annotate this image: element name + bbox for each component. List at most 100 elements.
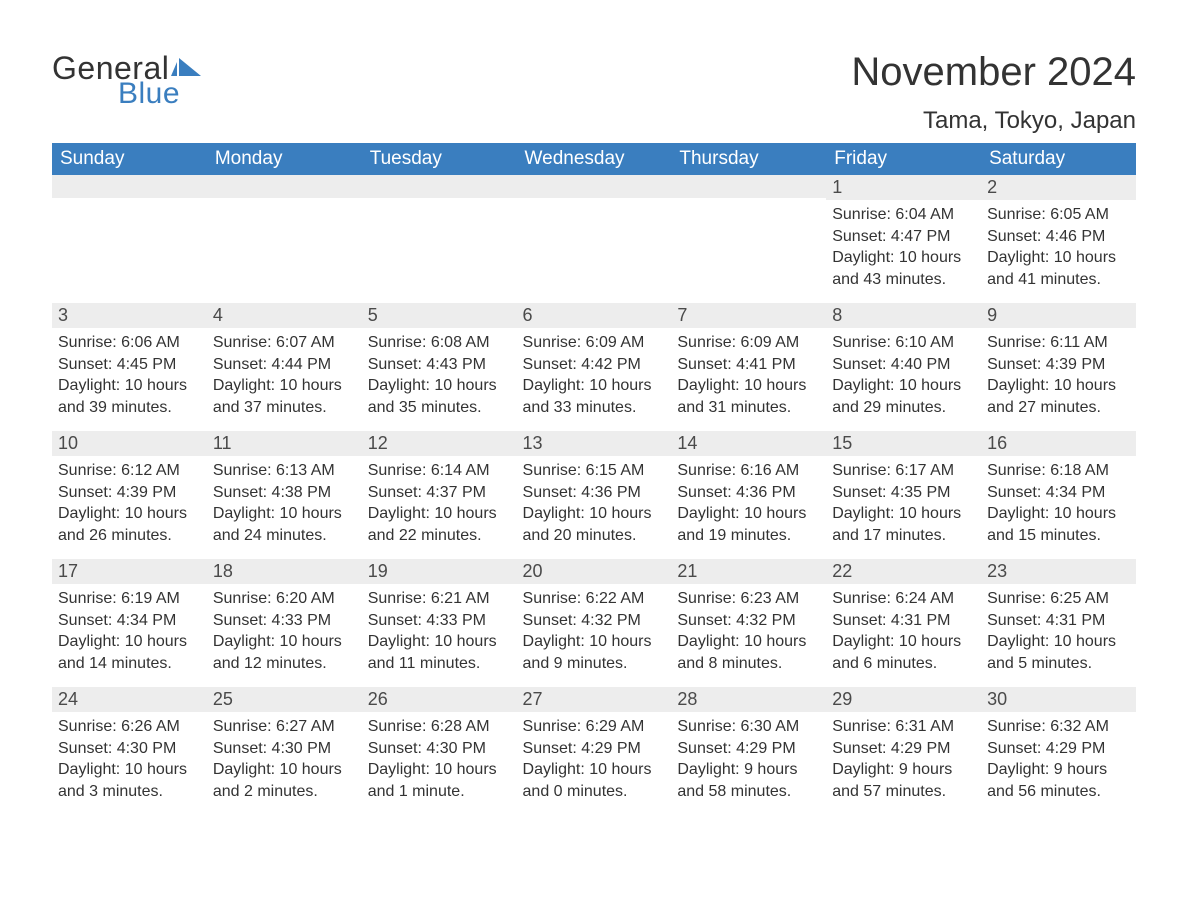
day-content: Sunrise: 6:11 AMSunset: 4:39 PMDaylight:… bbox=[981, 328, 1136, 424]
sunset-text: Sunset: 4:34 PM bbox=[58, 610, 201, 632]
day-number: 23 bbox=[981, 559, 1136, 584]
sunrise-text: Sunrise: 6:14 AM bbox=[368, 460, 511, 482]
sunset-text: Sunset: 4:29 PM bbox=[523, 738, 666, 760]
daylight-text: Daylight: 10 hours and 22 minutes. bbox=[368, 503, 511, 546]
daylight-text: Daylight: 10 hours and 12 minutes. bbox=[213, 631, 356, 674]
day-number: 26 bbox=[362, 687, 517, 712]
day-content: Sunrise: 6:27 AMSunset: 4:30 PMDaylight:… bbox=[207, 712, 362, 808]
sunrise-text: Sunrise: 6:22 AM bbox=[523, 588, 666, 610]
weekday-header: Tuesday bbox=[362, 143, 517, 175]
calendar-cell bbox=[362, 175, 517, 303]
sunset-text: Sunset: 4:38 PM bbox=[213, 482, 356, 504]
calendar-week-row: 1Sunrise: 6:04 AMSunset: 4:47 PMDaylight… bbox=[52, 175, 1136, 303]
day-content: Sunrise: 6:15 AMSunset: 4:36 PMDaylight:… bbox=[517, 456, 672, 552]
calendar-cell: 6Sunrise: 6:09 AMSunset: 4:42 PMDaylight… bbox=[517, 303, 672, 431]
day-content: Sunrise: 6:32 AMSunset: 4:29 PMDaylight:… bbox=[981, 712, 1136, 808]
calendar-week-row: 3Sunrise: 6:06 AMSunset: 4:45 PMDaylight… bbox=[52, 303, 1136, 431]
day-number: 16 bbox=[981, 431, 1136, 456]
empty-day-bar bbox=[207, 175, 362, 198]
day-number: 27 bbox=[517, 687, 672, 712]
sunrise-text: Sunrise: 6:06 AM bbox=[58, 332, 201, 354]
day-content: Sunrise: 6:29 AMSunset: 4:29 PMDaylight:… bbox=[517, 712, 672, 808]
day-content: Sunrise: 6:09 AMSunset: 4:41 PMDaylight:… bbox=[671, 328, 826, 424]
sunrise-text: Sunrise: 6:11 AM bbox=[987, 332, 1130, 354]
day-content: Sunrise: 6:14 AMSunset: 4:37 PMDaylight:… bbox=[362, 456, 517, 552]
daylight-text: Daylight: 10 hours and 43 minutes. bbox=[832, 247, 975, 290]
day-content: Sunrise: 6:07 AMSunset: 4:44 PMDaylight:… bbox=[207, 328, 362, 424]
daylight-text: Daylight: 10 hours and 26 minutes. bbox=[58, 503, 201, 546]
day-number: 17 bbox=[52, 559, 207, 584]
sunrise-text: Sunrise: 6:05 AM bbox=[987, 204, 1130, 226]
daylight-text: Daylight: 10 hours and 33 minutes. bbox=[523, 375, 666, 418]
daylight-text: Daylight: 10 hours and 31 minutes. bbox=[677, 375, 820, 418]
sunset-text: Sunset: 4:29 PM bbox=[987, 738, 1130, 760]
day-content: Sunrise: 6:13 AMSunset: 4:38 PMDaylight:… bbox=[207, 456, 362, 552]
daylight-text: Daylight: 10 hours and 20 minutes. bbox=[523, 503, 666, 546]
sunset-text: Sunset: 4:43 PM bbox=[368, 354, 511, 376]
daylight-text: Daylight: 10 hours and 17 minutes. bbox=[832, 503, 975, 546]
day-number: 20 bbox=[517, 559, 672, 584]
sunset-text: Sunset: 4:35 PM bbox=[832, 482, 975, 504]
sunrise-text: Sunrise: 6:25 AM bbox=[987, 588, 1130, 610]
day-number: 24 bbox=[52, 687, 207, 712]
sunrise-text: Sunrise: 6:30 AM bbox=[677, 716, 820, 738]
sunrise-text: Sunrise: 6:10 AM bbox=[832, 332, 975, 354]
day-number: 5 bbox=[362, 303, 517, 328]
sunrise-text: Sunrise: 6:09 AM bbox=[523, 332, 666, 354]
sunrise-text: Sunrise: 6:31 AM bbox=[832, 716, 975, 738]
calendar-cell: 2Sunrise: 6:05 AMSunset: 4:46 PMDaylight… bbox=[981, 175, 1136, 303]
daylight-text: Daylight: 10 hours and 3 minutes. bbox=[58, 759, 201, 802]
weekday-header: Thursday bbox=[671, 143, 826, 175]
sunrise-text: Sunrise: 6:15 AM bbox=[523, 460, 666, 482]
day-number: 30 bbox=[981, 687, 1136, 712]
sunrise-text: Sunrise: 6:21 AM bbox=[368, 588, 511, 610]
logo: General Blue bbox=[52, 50, 201, 111]
sunset-text: Sunset: 4:29 PM bbox=[832, 738, 975, 760]
daylight-text: Daylight: 10 hours and 19 minutes. bbox=[677, 503, 820, 546]
sunrise-text: Sunrise: 6:18 AM bbox=[987, 460, 1130, 482]
empty-day-bar bbox=[362, 175, 517, 198]
sunrise-text: Sunrise: 6:16 AM bbox=[677, 460, 820, 482]
day-number: 15 bbox=[826, 431, 981, 456]
daylight-text: Daylight: 10 hours and 5 minutes. bbox=[987, 631, 1130, 674]
daylight-text: Daylight: 10 hours and 39 minutes. bbox=[58, 375, 201, 418]
sunrise-text: Sunrise: 6:23 AM bbox=[677, 588, 820, 610]
day-number: 21 bbox=[671, 559, 826, 584]
calendar-cell: 13Sunrise: 6:15 AMSunset: 4:36 PMDayligh… bbox=[517, 431, 672, 559]
calendar-cell: 25Sunrise: 6:27 AMSunset: 4:30 PMDayligh… bbox=[207, 687, 362, 815]
day-content: Sunrise: 6:18 AMSunset: 4:34 PMDaylight:… bbox=[981, 456, 1136, 552]
weekday-header: Monday bbox=[207, 143, 362, 175]
sunset-text: Sunset: 4:33 PM bbox=[368, 610, 511, 632]
calendar-cell: 16Sunrise: 6:18 AMSunset: 4:34 PMDayligh… bbox=[981, 431, 1136, 559]
daylight-text: Daylight: 10 hours and 11 minutes. bbox=[368, 631, 511, 674]
daylight-text: Daylight: 9 hours and 57 minutes. bbox=[832, 759, 975, 802]
weekday-header: Friday bbox=[826, 143, 981, 175]
day-content: Sunrise: 6:17 AMSunset: 4:35 PMDaylight:… bbox=[826, 456, 981, 552]
daylight-text: Daylight: 10 hours and 8 minutes. bbox=[677, 631, 820, 674]
calendar-cell: 23Sunrise: 6:25 AMSunset: 4:31 PMDayligh… bbox=[981, 559, 1136, 687]
day-content: Sunrise: 6:20 AMSunset: 4:33 PMDaylight:… bbox=[207, 584, 362, 680]
calendar-cell: 24Sunrise: 6:26 AMSunset: 4:30 PMDayligh… bbox=[52, 687, 207, 815]
sunset-text: Sunset: 4:45 PM bbox=[58, 354, 201, 376]
sunrise-text: Sunrise: 6:27 AM bbox=[213, 716, 356, 738]
calendar-cell: 4Sunrise: 6:07 AMSunset: 4:44 PMDaylight… bbox=[207, 303, 362, 431]
location-label: Tama, Tokyo, Japan bbox=[851, 107, 1136, 135]
sunset-text: Sunset: 4:30 PM bbox=[213, 738, 356, 760]
calendar-cell: 29Sunrise: 6:31 AMSunset: 4:29 PMDayligh… bbox=[826, 687, 981, 815]
day-number: 25 bbox=[207, 687, 362, 712]
sunset-text: Sunset: 4:30 PM bbox=[58, 738, 201, 760]
day-number: 10 bbox=[52, 431, 207, 456]
calendar-cell: 12Sunrise: 6:14 AMSunset: 4:37 PMDayligh… bbox=[362, 431, 517, 559]
sunset-text: Sunset: 4:47 PM bbox=[832, 226, 975, 248]
calendar-cell: 20Sunrise: 6:22 AMSunset: 4:32 PMDayligh… bbox=[517, 559, 672, 687]
sunset-text: Sunset: 4:40 PM bbox=[832, 354, 975, 376]
calendar-cell bbox=[207, 175, 362, 303]
sunset-text: Sunset: 4:30 PM bbox=[368, 738, 511, 760]
day-content: Sunrise: 6:08 AMSunset: 4:43 PMDaylight:… bbox=[362, 328, 517, 424]
sunrise-text: Sunrise: 6:20 AM bbox=[213, 588, 356, 610]
daylight-text: Daylight: 10 hours and 2 minutes. bbox=[213, 759, 356, 802]
calendar-cell bbox=[671, 175, 826, 303]
day-content: Sunrise: 6:31 AMSunset: 4:29 PMDaylight:… bbox=[826, 712, 981, 808]
weekday-header-row: Sunday Monday Tuesday Wednesday Thursday… bbox=[52, 143, 1136, 175]
day-number: 14 bbox=[671, 431, 826, 456]
